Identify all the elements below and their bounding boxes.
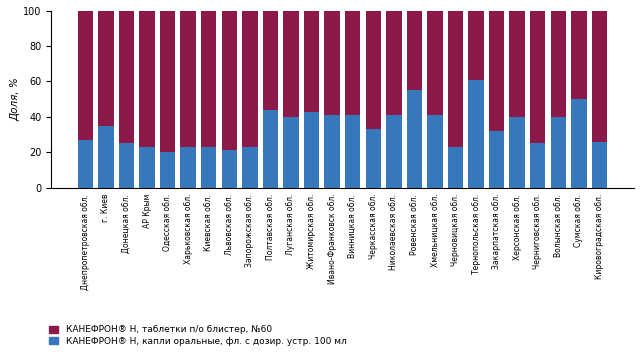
Bar [119, 11, 134, 143]
Bar [304, 112, 319, 188]
Bar [550, 117, 566, 188]
Bar [201, 11, 216, 147]
Bar [324, 11, 340, 115]
Bar [98, 126, 114, 188]
Bar [509, 117, 525, 188]
Bar [221, 11, 237, 150]
Bar [180, 11, 196, 147]
Legend: КАНЕФРОН® Н, таблетки п/о блистер, №60, КАНЕФРОН® Н, капли оральные, фл. с дозир: КАНЕФРОН® Н, таблетки п/о блистер, №60, … [49, 325, 346, 346]
Bar [468, 11, 484, 80]
Bar [571, 99, 587, 188]
Bar [345, 11, 360, 115]
Bar [592, 142, 607, 188]
Bar [489, 11, 504, 131]
Bar [365, 11, 381, 129]
Bar [530, 11, 545, 143]
Y-axis label: Доля, %: Доля, % [10, 77, 20, 121]
Bar [386, 115, 401, 188]
Bar [448, 147, 463, 188]
Bar [489, 131, 504, 188]
Bar [221, 150, 237, 188]
Bar [263, 11, 278, 110]
Bar [160, 11, 175, 152]
Bar [592, 11, 607, 142]
Bar [304, 11, 319, 112]
Bar [324, 115, 340, 188]
Bar [406, 90, 422, 188]
Bar [509, 11, 525, 117]
Bar [77, 140, 93, 188]
Bar [365, 129, 381, 188]
Bar [201, 147, 216, 188]
Bar [140, 11, 155, 147]
Bar [468, 80, 484, 188]
Bar [530, 143, 545, 188]
Bar [242, 147, 257, 188]
Bar [77, 11, 93, 140]
Bar [242, 11, 257, 147]
Bar [345, 115, 360, 188]
Bar [119, 143, 134, 188]
Bar [571, 11, 587, 99]
Bar [180, 147, 196, 188]
Bar [428, 11, 443, 115]
Bar [284, 11, 299, 117]
Bar [140, 147, 155, 188]
Bar [406, 11, 422, 90]
Bar [550, 11, 566, 117]
Bar [448, 11, 463, 147]
Bar [160, 152, 175, 188]
Bar [428, 115, 443, 188]
Bar [386, 11, 401, 115]
Bar [98, 11, 114, 126]
Bar [284, 117, 299, 188]
Bar [263, 110, 278, 188]
